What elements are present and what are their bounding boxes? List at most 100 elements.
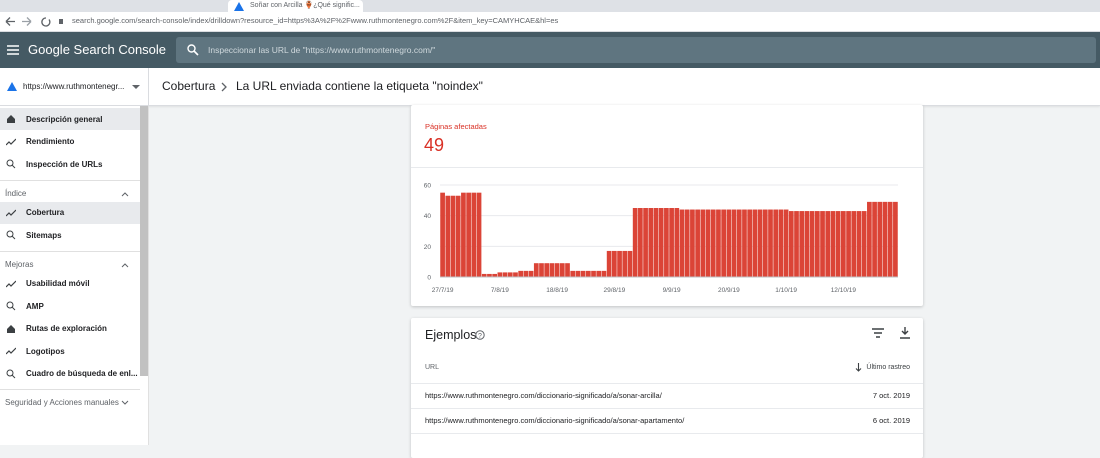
x-tick-label: 27/7/19 [432,287,454,294]
row-divider [411,433,923,434]
bar [591,270,596,277]
bar [513,272,518,277]
nav-item[interactable]: Rutas de exploración [0,318,140,340]
breadcrumb-link[interactable]: Cobertura [162,79,216,93]
bar [606,250,612,277]
bar [638,208,643,277]
bar [726,209,732,277]
filter-icon[interactable] [872,328,884,338]
nav-item[interactable]: Logotipos [0,340,140,362]
x-tick-label: 29/8/19 [604,287,626,294]
download-icon[interactable] [900,327,910,339]
bar [783,209,789,277]
group-chevron[interactable] [121,262,129,268]
nav-icon [6,280,16,287]
nav-item[interactable]: Sitemaps [0,224,140,246]
metric-card: Páginas afectadas 49 0 20 40 60 27/7/19 7/8/1… [411,105,923,306]
nav-label: AMP [26,301,44,311]
bar [887,201,893,277]
table-row[interactable]: https://www.ruthmontenegro.com/diccionar… [411,384,923,408]
browser-tab[interactable]: Soñar con Arcilla 🏺¿Qué signific... [228,0,363,12]
context-bar: https://www.ruthmontenegr... Cobertura L… [0,68,1100,106]
nav-label: Rendimiento [26,137,75,146]
nav-icon [7,324,15,333]
bar [601,270,607,277]
bar [476,192,482,277]
property-selector[interactable]: https://www.ruthmontenegr... [0,68,149,105]
nav-item[interactable]: Cobertura [0,201,140,224]
bar [768,209,773,277]
nav-label: Sitemaps [26,230,62,240]
url-inspection-search[interactable]: Inspeccionar las URL de "https://www.rut… [176,37,1096,63]
examples-card: Ejemplos ? URL Último rastreo https://ww… [411,318,923,458]
metric-value: 49 [424,135,445,155]
bar [830,211,836,277]
bar [695,209,700,277]
nav-icon [6,209,16,216]
menu-icon[interactable] [7,45,19,55]
bar [549,263,555,277]
scrollbar[interactable] [140,106,148,376]
product-name: Google Search Console [28,42,167,57]
bar [778,209,784,277]
nav-item[interactable]: Rendimiento [0,131,140,153]
property-url: https://www.ruthmontenegr... [23,82,125,91]
nav-icon [6,301,16,311]
breadcrumb-current: La URL enviada contiene la etiqueta "noi… [236,79,483,93]
address-bar[interactable]: search.google.com/search-console/index/d… [0,12,1100,32]
bar [658,208,664,277]
bar [679,209,685,277]
x-tick-label: 7/8/19 [491,287,509,294]
bar [877,201,883,277]
row-date: 7 oct. 2019 [872,391,910,400]
property-icon [7,82,17,91]
sidebar: Descripción general Rendimiento Inspección… [0,106,149,445]
nav-label: Descripción general [26,114,103,124]
bar [835,211,841,277]
column-header[interactable]: Último rastreo [866,364,910,371]
bar [575,270,581,277]
bar [710,209,716,277]
divider [0,250,140,252]
y-tick-label: 0 [427,275,431,282]
nav-item[interactable]: AMP [0,295,140,317]
nav-group-title[interactable]: Seguridad y Acciones manuales [5,398,119,407]
nav-icon [6,230,16,240]
nav-label: Rutas de exploración [26,324,107,333]
group-chevron[interactable] [121,400,129,406]
group-chevron[interactable] [121,191,129,197]
nav-group-title[interactable]: Mejoras [5,259,34,269]
bar [716,209,721,277]
divider [411,167,923,168]
x-tick-label: 9/9/19 [663,287,681,294]
bar [799,211,805,277]
bar [856,211,862,277]
bar [445,195,451,277]
bar [596,270,602,277]
bar [523,270,529,277]
bar [788,211,794,277]
bar [481,273,487,277]
nav-item[interactable]: Cuadro de búsqueda de enl... [0,363,140,385]
bar [653,208,659,277]
bar [731,209,737,277]
bar [674,208,680,277]
row-url: https://www.ruthmontenegro.com/diccionar… [425,391,662,400]
y-tick-label: 60 [424,183,432,190]
bar [820,211,825,277]
bar [580,270,586,277]
nav-icon [7,115,15,123]
table-row[interactable]: https://www.ruthmontenegro.com/diccionar… [411,409,923,433]
bar [882,201,888,277]
bar [861,211,867,277]
nav-item[interactable]: Descripción general [0,108,140,130]
help-icon[interactable]: ? [475,330,485,340]
nav-group-title[interactable]: Índice [5,188,27,198]
nav-buttons [5,17,63,27]
bar [684,209,690,277]
bar [700,209,706,277]
bar [804,211,810,277]
nav-item[interactable]: Usabilidad móvil [0,273,140,295]
nav-item[interactable]: Inspección de URLs [0,153,140,175]
